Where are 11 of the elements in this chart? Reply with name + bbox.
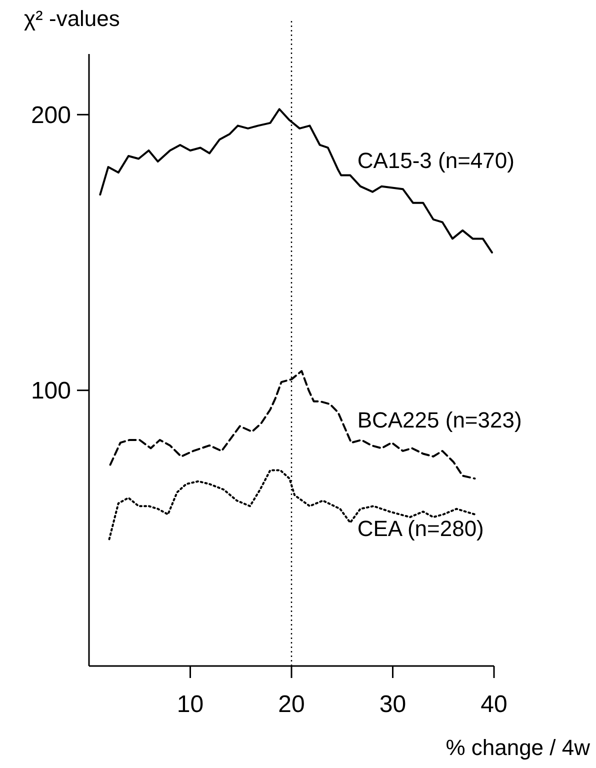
x-axis-title: % change / 4w <box>446 735 590 760</box>
y-axis-title: χ² -values <box>24 6 120 31</box>
series-label: CA15-3 (n=470) <box>357 148 514 173</box>
x-tick-label: 10 <box>176 691 204 718</box>
y-tick-label: 200 <box>30 102 71 130</box>
y-tick-label: 100 <box>30 378 71 405</box>
x-tick-label: 30 <box>379 691 406 718</box>
series-label: CEA (n=280) <box>357 516 484 542</box>
series-label: BCA225 (n=323) <box>357 407 522 432</box>
x-tick-label: 20 <box>278 691 305 718</box>
x-tick-label: 40 <box>480 691 508 718</box>
